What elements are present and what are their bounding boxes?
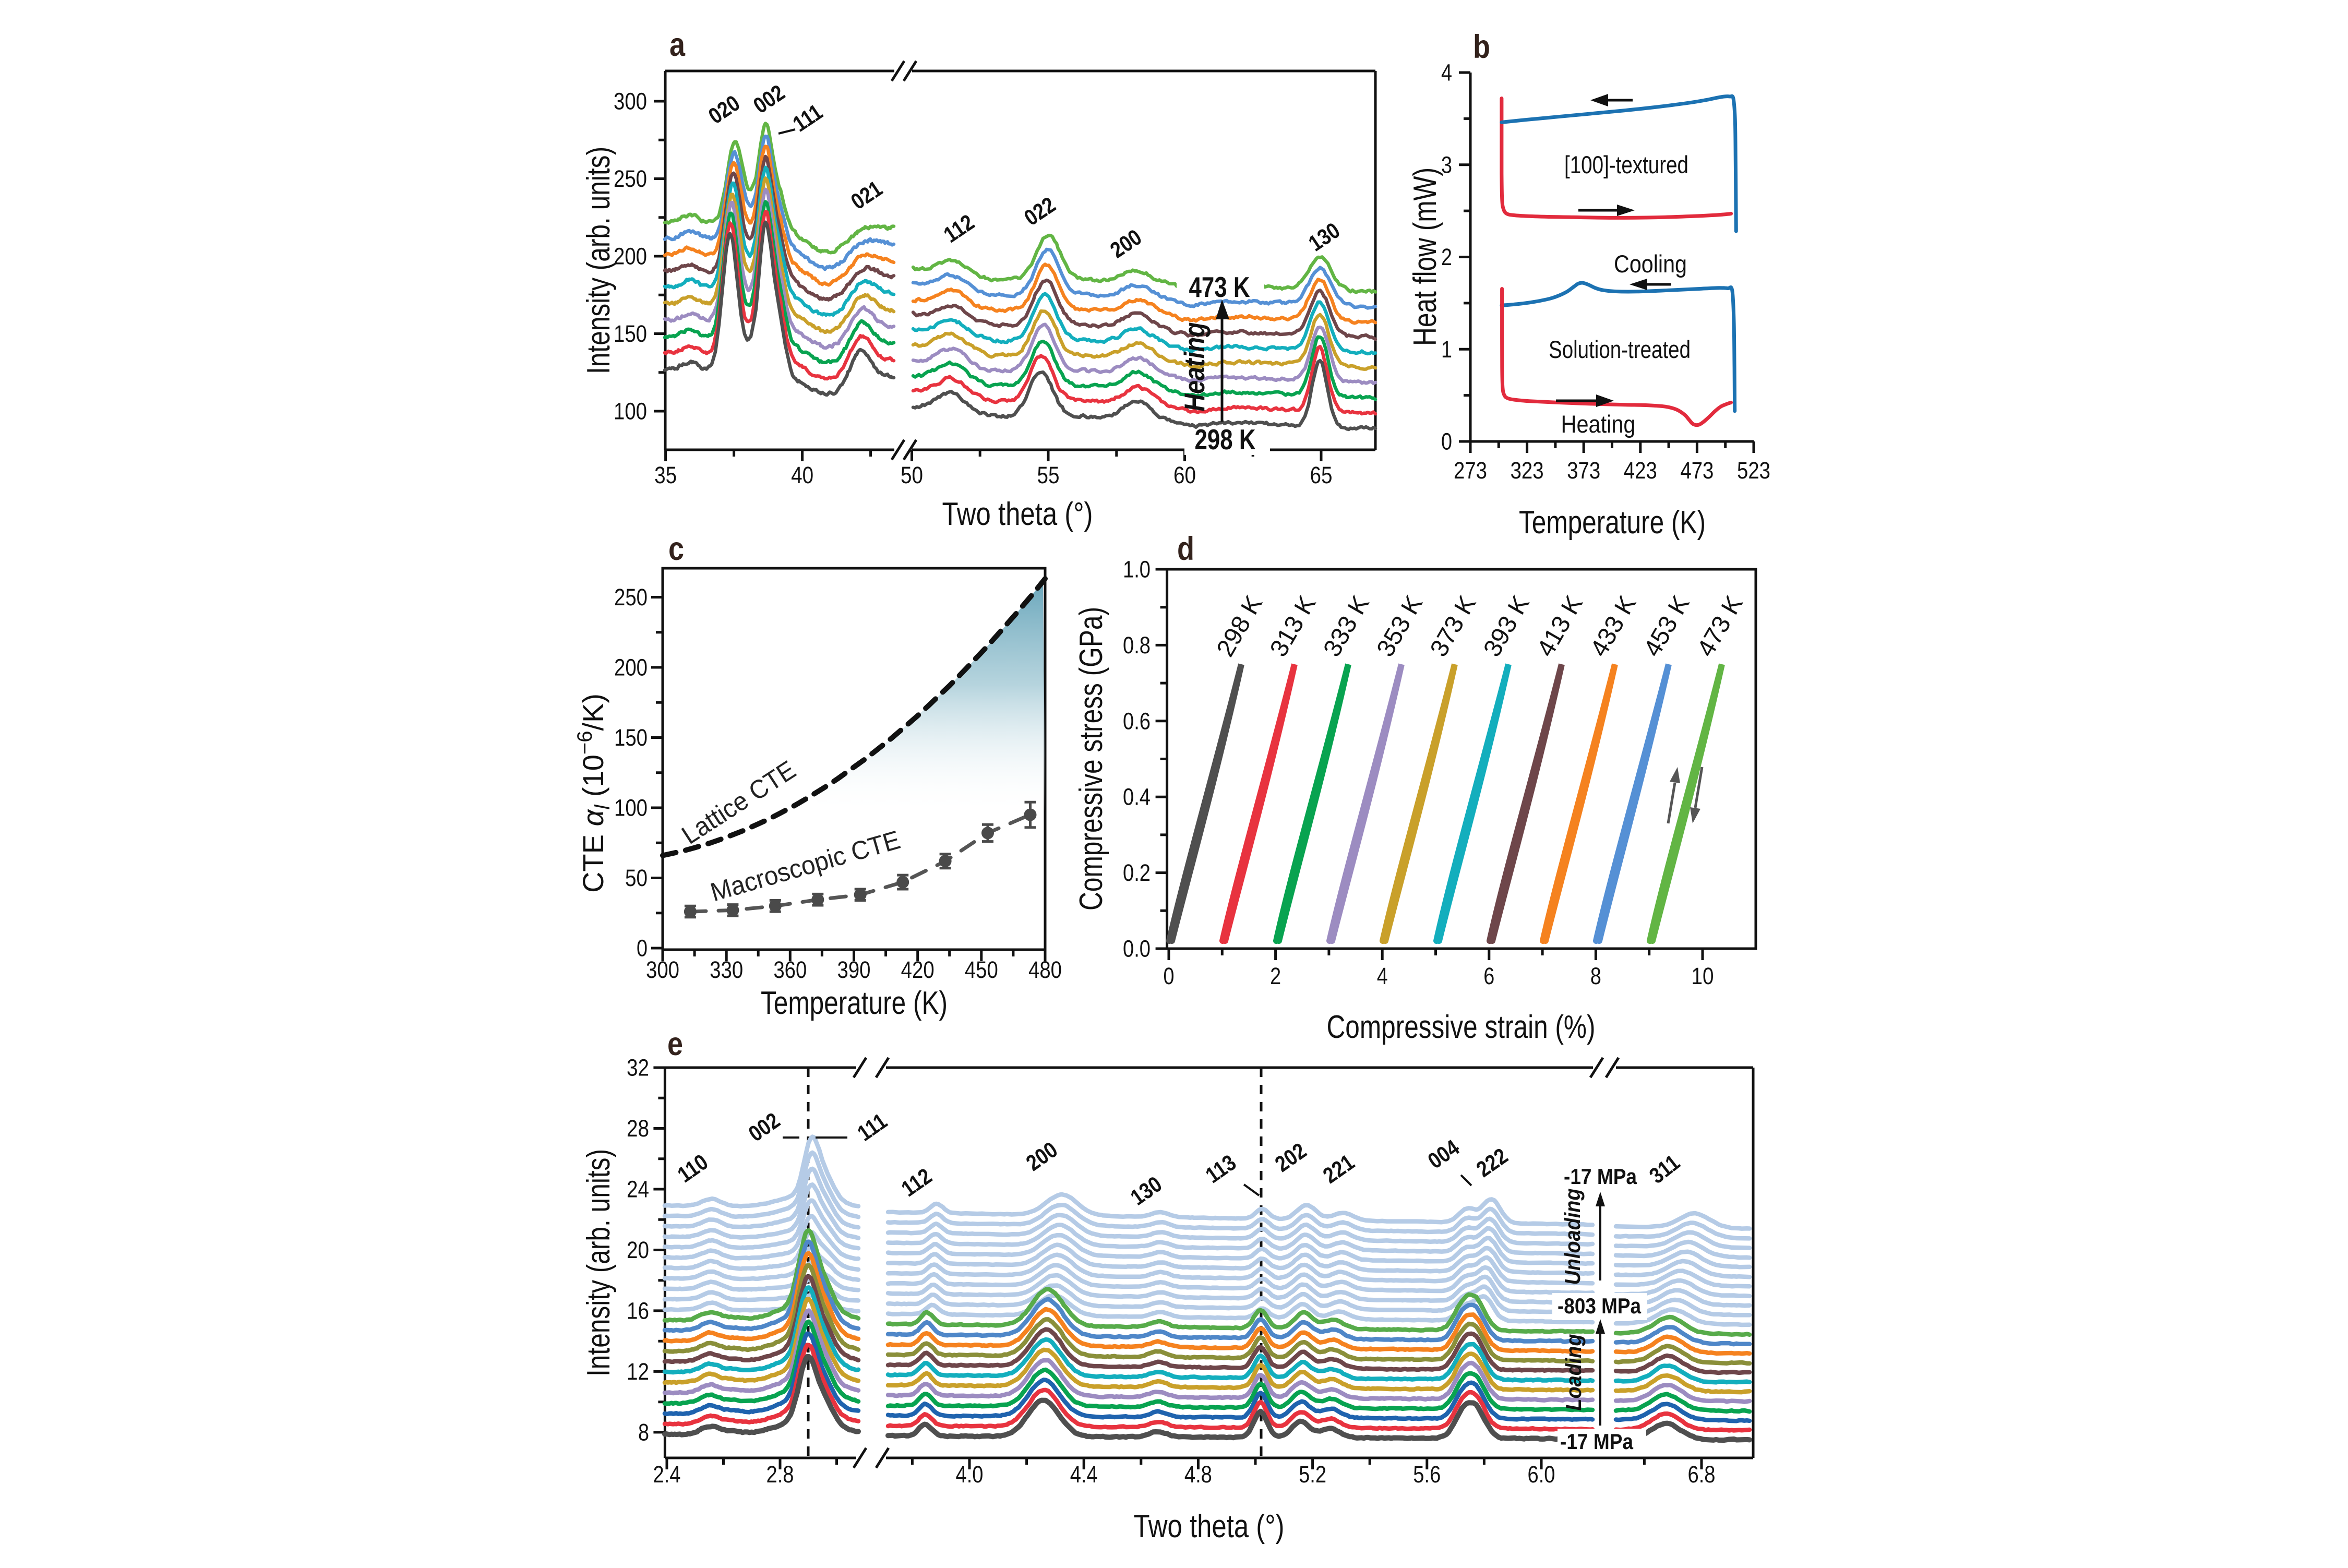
- svg-text:5.2: 5.2: [1299, 1461, 1326, 1488]
- svg-text:373: 373: [1567, 457, 1600, 484]
- svg-text:Temperature (K): Temperature (K): [1519, 505, 1706, 541]
- svg-text:16: 16: [627, 1297, 649, 1324]
- svg-text:8: 8: [1590, 963, 1601, 989]
- svg-text:32: 32: [627, 1055, 649, 1081]
- svg-text:Heating: Heating: [1178, 322, 1211, 412]
- svg-text:Loading: Loading: [1561, 1334, 1586, 1411]
- svg-text:0.0: 0.0: [1123, 936, 1151, 962]
- svg-text:4: 4: [1377, 963, 1388, 989]
- svg-text:298 K: 298 K: [1195, 423, 1256, 456]
- svg-text:50: 50: [625, 865, 648, 891]
- svg-text:Compressive strain (%): Compressive strain (%): [1327, 1009, 1596, 1045]
- svg-text:2: 2: [1441, 244, 1452, 270]
- svg-text:Unloading: Unloading: [1560, 1189, 1585, 1285]
- svg-text:473 K: 473 K: [1189, 271, 1250, 303]
- svg-text:5.6: 5.6: [1413, 1461, 1441, 1488]
- svg-text:2.4: 2.4: [653, 1461, 681, 1488]
- svg-text:1: 1: [1441, 336, 1452, 363]
- svg-text:390: 390: [837, 956, 870, 983]
- svg-text:1.0: 1.0: [1123, 556, 1151, 583]
- svg-text:6.0: 6.0: [1528, 1461, 1555, 1488]
- svg-text:330: 330: [710, 956, 743, 983]
- svg-text:-17 MPa: -17 MPa: [1560, 1429, 1634, 1454]
- svg-text:0.8: 0.8: [1123, 632, 1151, 659]
- svg-text:200: 200: [614, 654, 648, 681]
- svg-text:4.8: 4.8: [1184, 1461, 1212, 1488]
- svg-text:Two theta (°): Two theta (°): [942, 496, 1093, 532]
- svg-text:[100]-textured: [100]-textured: [1564, 151, 1688, 178]
- svg-text:-803 MPa: -803 MPa: [1558, 1294, 1642, 1318]
- svg-text:c: c: [668, 531, 684, 567]
- svg-text:4: 4: [1441, 59, 1452, 86]
- svg-text:8: 8: [638, 1419, 649, 1445]
- svg-text:323: 323: [1511, 457, 1544, 484]
- svg-text:150: 150: [614, 724, 648, 751]
- svg-text:20: 20: [627, 1237, 649, 1263]
- svg-text:3: 3: [1441, 151, 1452, 178]
- svg-text:360: 360: [773, 956, 807, 983]
- svg-text:24: 24: [627, 1176, 649, 1202]
- svg-text:450: 450: [965, 956, 998, 983]
- svg-text:250: 250: [614, 165, 647, 192]
- svg-text:Solution-treated: Solution-treated: [1549, 336, 1691, 363]
- svg-text:Heating: Heating: [1561, 410, 1636, 438]
- svg-text:50: 50: [901, 462, 923, 488]
- svg-text:55: 55: [1037, 462, 1060, 488]
- svg-text:28: 28: [627, 1115, 649, 1142]
- svg-text:a: a: [669, 27, 686, 63]
- svg-text:10: 10: [1692, 963, 1714, 989]
- svg-text:0.2: 0.2: [1123, 859, 1151, 886]
- svg-text:0: 0: [1441, 428, 1452, 455]
- svg-text:65: 65: [1310, 462, 1333, 488]
- svg-text:300: 300: [646, 956, 679, 983]
- svg-text:480: 480: [1028, 956, 1062, 983]
- svg-text:12: 12: [627, 1358, 649, 1385]
- svg-text:b: b: [1473, 29, 1490, 65]
- svg-text:CTE αl (10−6/K): CTE αl (10−6/K): [573, 693, 614, 893]
- svg-text:6: 6: [1483, 963, 1494, 989]
- svg-text:Intensity (arb. units): Intensity (arb. units): [581, 147, 617, 374]
- svg-text:6.8: 6.8: [1688, 1461, 1716, 1488]
- svg-text:300: 300: [614, 88, 647, 115]
- svg-text:423: 423: [1624, 457, 1657, 484]
- svg-text:273: 273: [1454, 457, 1487, 484]
- svg-text:150: 150: [614, 320, 647, 347]
- svg-text:d: d: [1177, 531, 1194, 567]
- svg-text:523: 523: [1737, 457, 1770, 484]
- svg-text:0.4: 0.4: [1123, 784, 1151, 810]
- svg-text:200: 200: [614, 243, 647, 270]
- svg-text:60: 60: [1173, 462, 1196, 488]
- svg-text:420: 420: [901, 956, 935, 983]
- svg-text:Intensity (arb. units): Intensity (arb. units): [581, 1149, 617, 1377]
- svg-text:0: 0: [1164, 963, 1175, 989]
- svg-text:e: e: [667, 1026, 683, 1062]
- svg-text:2: 2: [1270, 963, 1281, 989]
- svg-text:100: 100: [614, 795, 648, 821]
- svg-text:250: 250: [614, 584, 648, 611]
- svg-text:473: 473: [1680, 457, 1714, 484]
- svg-text:Temperature (K): Temperature (K): [761, 985, 948, 1021]
- svg-text:Heat flow (mW): Heat flow (mW): [1407, 167, 1443, 346]
- svg-text:2.8: 2.8: [766, 1461, 794, 1488]
- svg-text:Cooling: Cooling: [1614, 250, 1687, 278]
- svg-text:4.4: 4.4: [1070, 1461, 1098, 1488]
- svg-text:40: 40: [791, 462, 813, 488]
- svg-text:0.6: 0.6: [1123, 708, 1151, 734]
- svg-text:4.0: 4.0: [956, 1461, 984, 1488]
- svg-text:Compressive stress (GPa): Compressive stress (GPa): [1073, 607, 1109, 911]
- svg-text:Two theta (°): Two theta (°): [1134, 1509, 1285, 1545]
- svg-text:35: 35: [654, 462, 677, 488]
- svg-text:-17 MPa: -17 MPa: [1564, 1164, 1637, 1189]
- svg-text:0: 0: [637, 935, 648, 962]
- svg-text:100: 100: [614, 398, 647, 425]
